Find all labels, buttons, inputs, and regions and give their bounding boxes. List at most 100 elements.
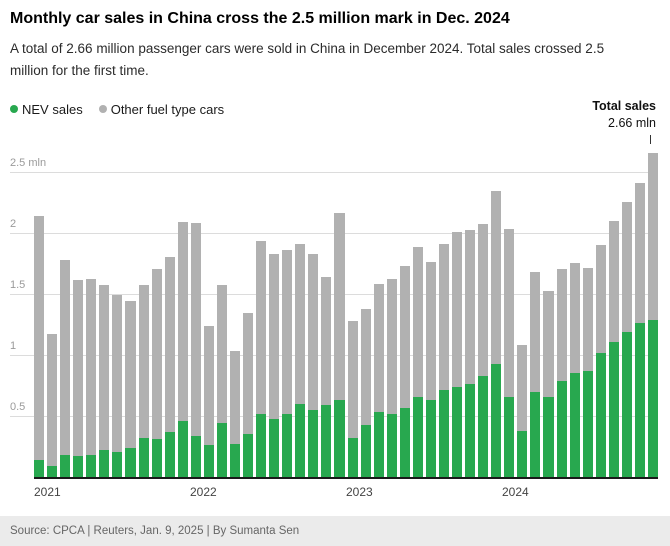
bar-segment-nev (465, 384, 476, 479)
bar-segment-other (125, 301, 136, 448)
bar-segment-nev (438, 390, 449, 479)
bar-segment-nev (321, 405, 332, 479)
bar-segment-nev (216, 423, 227, 479)
gridline-1.5 (10, 294, 658, 296)
bar-2022-09 (295, 148, 306, 479)
bar-segment-nev (151, 439, 162, 479)
x-axis-label-2022: 2022 (190, 485, 217, 500)
bar-2021-07 (112, 148, 123, 479)
bar-segment-nev (347, 438, 358, 479)
bar-segment-nev (399, 407, 410, 479)
bar-segment-other (530, 271, 541, 392)
bar-segment-nev (282, 413, 293, 479)
bar-segment-nev (491, 363, 502, 479)
y-axis-label-2.5: 2.5 mln (10, 156, 47, 169)
bar-segment-nev (373, 412, 384, 479)
bar-segment-nev (582, 370, 593, 479)
bar-2021-01 (34, 148, 45, 479)
bar-2021-05 (86, 148, 97, 479)
bar-segment-nev (164, 432, 175, 479)
bar-2022-03 (216, 148, 227, 479)
bar-segment-nev (569, 373, 580, 479)
bar-segment-other (556, 269, 567, 381)
bar-segment-other (86, 279, 97, 456)
bar-chart: 0.5 1 1.5 2 2.5 mln (10, 148, 658, 480)
bar-segment-other (465, 230, 476, 385)
bar-2023-02 (360, 148, 371, 479)
bar-segment-other (647, 153, 658, 320)
bar-segment-other (256, 241, 267, 414)
bar-segment-other (216, 285, 227, 424)
bar-segment-other (347, 320, 358, 439)
bar-2021-03 (60, 148, 71, 479)
bar-segment-nev (256, 413, 267, 479)
bar-segment-other (582, 268, 593, 371)
chart-title: Monthly car sales in China cross the 2.5… (10, 10, 510, 27)
bar-segment-other (164, 257, 175, 433)
bar-2023-03 (373, 148, 384, 479)
x-axis-baseline (34, 477, 658, 480)
bar-2023-09 (452, 148, 463, 479)
bar-2024-09 (608, 148, 619, 479)
bar-segment-other (478, 224, 489, 376)
bar-segment-nev (34, 460, 45, 479)
bar-2021-11 (164, 148, 175, 479)
bar-2024-07 (582, 148, 593, 479)
bar-segment-other (491, 191, 502, 364)
bar-2023-07 (425, 148, 436, 479)
bar-segment-nev (530, 391, 541, 479)
legend-row: NEV sales Other fuel type cars Total sal… (0, 82, 670, 145)
bar-segment-nev (647, 319, 658, 479)
chart-subtitle: A total of 2.66 million passenger cars w… (10, 41, 605, 78)
bar-2023-05 (399, 148, 410, 479)
bar-segment-other (229, 351, 240, 445)
x-axis-label-2021: 2021 (34, 485, 61, 500)
bar-segment-nev (229, 444, 240, 479)
legend-item-nev: NEV sales (10, 102, 83, 117)
total-sales-annotation: Total sales 2.66 mln (592, 98, 656, 145)
bar-segment-other (295, 243, 306, 404)
bar-segment-other (412, 247, 423, 397)
chart-gridlines: 0.5 1 1.5 2 2.5 mln (10, 148, 658, 478)
bar-segment-nev (203, 445, 214, 479)
bar-segment-other (373, 284, 384, 413)
bar-segment-nev (177, 421, 188, 479)
bar-2024-05 (556, 148, 567, 479)
bar-segment-nev (112, 451, 123, 479)
bar-2023-08 (438, 148, 449, 479)
bar-segment-other (334, 213, 345, 401)
bar-segment-other (360, 308, 371, 425)
gridline-0.5 (10, 416, 658, 418)
bar-segment-other (47, 334, 58, 467)
bar-segment-other (634, 182, 645, 324)
bar-segment-other (569, 263, 580, 374)
bar-segment-other (438, 243, 449, 391)
bar-segment-nev (478, 375, 489, 479)
other-legend-dot-icon (98, 105, 107, 114)
bar-segment-other (517, 345, 528, 431)
bar-segment-other (177, 221, 188, 422)
bar-2024-08 (595, 148, 606, 479)
x-axis-label-2024: 2024 (502, 485, 529, 500)
bar-segment-nev (125, 447, 136, 479)
bar-segment-nev (543, 396, 554, 479)
bar-2022-04 (229, 148, 240, 479)
bar-segment-other (138, 285, 149, 439)
bar-segment-nev (99, 450, 110, 479)
bar-2022-10 (308, 148, 319, 479)
y-axis-label-1.5: 1.5 (10, 279, 26, 292)
x-axis-labels: 2021 2022 2023 2024 (10, 483, 658, 501)
bar-2021-08 (125, 148, 136, 479)
bar-segment-other (99, 285, 110, 451)
annotation-value: 2.66 mln (608, 115, 656, 130)
bar-segment-nev (556, 380, 567, 479)
bar-segment-nev (308, 410, 319, 479)
bar-segment-nev (138, 438, 149, 479)
bar-segment-other (282, 249, 293, 414)
bar-2021-09 (138, 148, 149, 479)
gridline-1 (10, 355, 658, 357)
bar-segment-nev (504, 396, 515, 479)
x-axis-label-2023: 2023 (346, 485, 373, 500)
bar-2021-06 (99, 148, 110, 479)
